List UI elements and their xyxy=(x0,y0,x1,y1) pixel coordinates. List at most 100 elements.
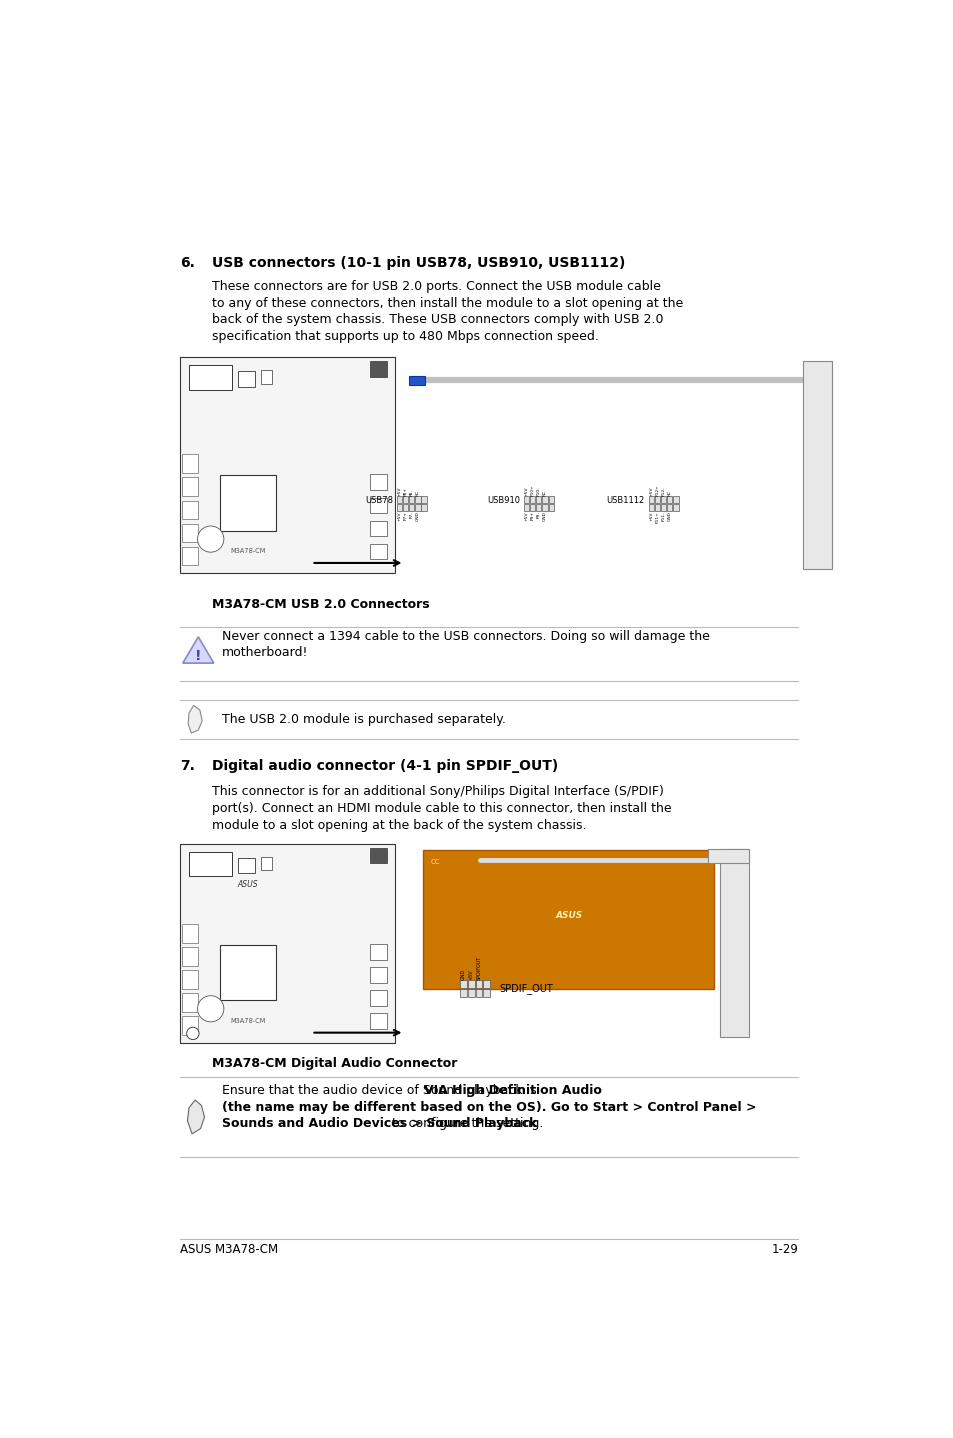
Circle shape xyxy=(197,995,224,1022)
Text: +5V: +5V xyxy=(396,512,401,521)
Text: module to a slot opening at the back of the system chassis.: module to a slot opening at the back of … xyxy=(212,818,586,831)
Bar xyxy=(370,498,387,513)
Text: 6.: 6. xyxy=(179,256,194,270)
Bar xyxy=(483,989,490,998)
Bar xyxy=(220,475,275,531)
Text: P8-: P8- xyxy=(409,489,414,496)
Bar xyxy=(476,989,482,998)
Bar xyxy=(548,496,554,503)
Text: +5V: +5V xyxy=(396,487,401,496)
Bar xyxy=(654,505,659,510)
Bar xyxy=(396,496,401,503)
Bar xyxy=(370,361,387,377)
Bar xyxy=(370,848,387,863)
Text: The USB 2.0 module is purchased separately.: The USB 2.0 module is purchased separate… xyxy=(222,713,506,726)
Bar xyxy=(182,925,197,942)
Bar xyxy=(370,968,387,982)
Bar xyxy=(468,989,474,998)
Bar xyxy=(483,981,490,988)
Bar xyxy=(182,948,197,966)
Text: USB78: USB78 xyxy=(364,496,393,505)
Bar xyxy=(802,361,831,569)
Text: P9+: P9+ xyxy=(530,512,534,521)
Text: 1-29: 1-29 xyxy=(770,1242,798,1255)
Text: M3A78-CM: M3A78-CM xyxy=(230,1018,265,1024)
Text: NC: NC xyxy=(416,490,419,496)
Bar xyxy=(548,505,554,510)
Bar xyxy=(648,505,653,510)
Text: !: ! xyxy=(194,649,201,663)
Bar xyxy=(542,505,547,510)
Bar xyxy=(182,1017,197,1035)
Bar xyxy=(261,371,272,384)
Text: NC: NC xyxy=(542,490,546,496)
Text: M3A78-CM Digital Audio Connector: M3A78-CM Digital Audio Connector xyxy=(212,1057,457,1070)
Bar xyxy=(182,971,197,989)
Text: motherboard!: motherboard! xyxy=(222,647,309,660)
Text: 7.: 7. xyxy=(179,759,194,774)
Bar xyxy=(468,981,474,988)
Bar xyxy=(370,544,387,559)
Bar xyxy=(182,546,197,565)
Text: Digital audio connector (4-1 pin SPDIF_OUT): Digital audio connector (4-1 pin SPDIF_O… xyxy=(212,759,558,774)
Bar xyxy=(648,496,653,503)
Text: P11+: P11+ xyxy=(655,512,659,523)
Text: ASUS: ASUS xyxy=(555,912,581,920)
Bar xyxy=(261,857,272,870)
Text: P12-: P12- xyxy=(661,486,665,496)
Text: P7-: P7- xyxy=(409,512,414,518)
Bar xyxy=(542,496,547,503)
Text: P12+: P12+ xyxy=(655,485,659,496)
Circle shape xyxy=(197,526,224,552)
Text: USB910: USB910 xyxy=(486,496,519,505)
Text: (the name may be different based on the OS). Go to Start > Control Panel >: (the name may be different based on the … xyxy=(222,1102,756,1114)
Text: P7+: P7+ xyxy=(403,512,407,521)
Bar xyxy=(523,496,529,503)
Text: P9-: P9- xyxy=(537,512,540,518)
Text: CC: CC xyxy=(431,860,440,866)
Bar xyxy=(536,505,541,510)
Bar xyxy=(237,371,254,387)
Text: VIA High Definition Audio: VIA High Definition Audio xyxy=(423,1084,601,1097)
Bar xyxy=(179,358,395,572)
Text: +5V: +5V xyxy=(524,487,528,496)
Bar xyxy=(530,505,535,510)
Bar xyxy=(666,496,672,503)
Bar xyxy=(536,496,541,503)
Text: USB1112: USB1112 xyxy=(606,496,644,505)
Bar xyxy=(189,365,232,390)
Text: Ensure that the audio device of Sound playback is: Ensure that the audio device of Sound pl… xyxy=(222,1084,540,1097)
Text: M3A78-CM: M3A78-CM xyxy=(230,548,265,555)
Bar xyxy=(421,505,426,510)
Text: P10-: P10- xyxy=(537,486,540,496)
Bar xyxy=(523,505,529,510)
Bar xyxy=(182,523,197,542)
Bar xyxy=(673,505,678,510)
Text: USB connectors (10-1 pin USB78, USB910, USB1112): USB connectors (10-1 pin USB78, USB910, … xyxy=(212,256,625,270)
Text: P11-: P11- xyxy=(661,512,665,521)
Bar xyxy=(402,505,408,510)
Bar xyxy=(459,981,466,988)
Bar xyxy=(182,994,197,1012)
Text: GND: GND xyxy=(460,969,466,979)
Text: P10+: P10+ xyxy=(530,485,534,496)
Circle shape xyxy=(187,1027,199,1040)
Text: ASUS: ASUS xyxy=(237,880,258,889)
Polygon shape xyxy=(188,706,202,733)
Bar xyxy=(409,377,424,385)
Bar xyxy=(182,454,197,473)
Text: back of the system chassis. These USB connectors comply with USB 2.0: back of the system chassis. These USB co… xyxy=(212,313,663,326)
Text: +5V: +5V xyxy=(649,512,653,521)
Bar xyxy=(179,844,395,1043)
Bar xyxy=(476,981,482,988)
Polygon shape xyxy=(183,637,213,663)
Bar xyxy=(673,496,678,503)
Bar xyxy=(370,1014,387,1028)
Text: SPDIFOUT: SPDIFOUT xyxy=(476,956,481,979)
Text: NC: NC xyxy=(667,490,671,496)
Text: +5V: +5V xyxy=(524,512,528,521)
Bar xyxy=(370,475,387,490)
Bar xyxy=(402,496,408,503)
Text: Never connect a 1394 cable to the USB connectors. Doing so will damage the: Never connect a 1394 cable to the USB co… xyxy=(222,630,709,643)
Bar xyxy=(660,505,665,510)
